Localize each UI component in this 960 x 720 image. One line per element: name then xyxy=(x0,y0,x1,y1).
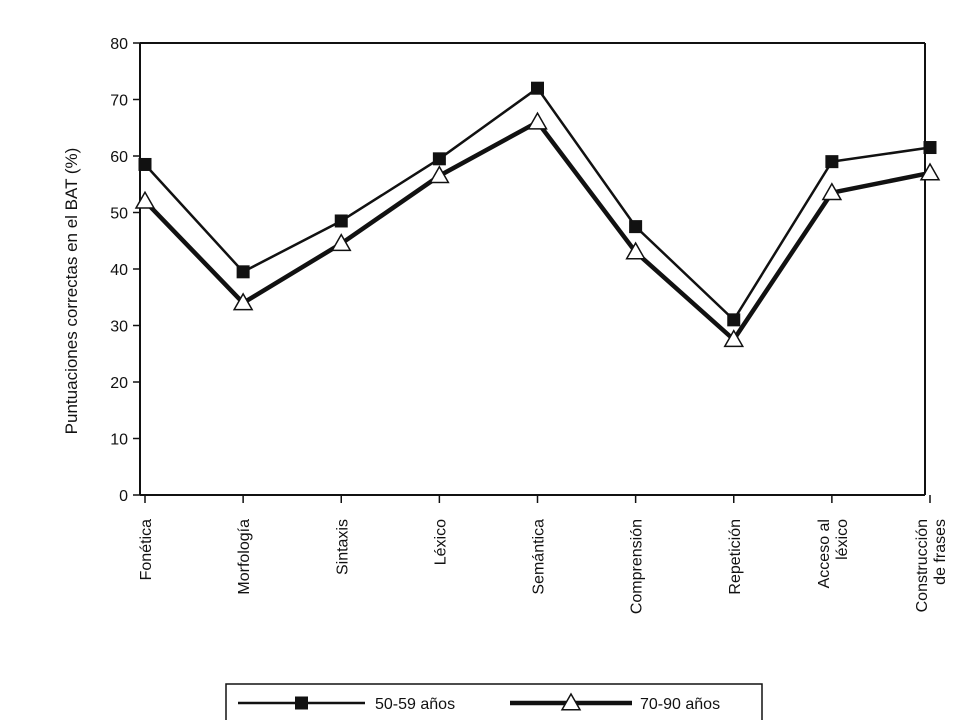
data-point-triangle xyxy=(527,111,548,130)
y-tick-label: 40 xyxy=(110,262,128,279)
data-point-triangle xyxy=(232,292,254,311)
data-point-square xyxy=(923,141,937,155)
data-point-triangle xyxy=(919,162,941,181)
y-tick-label: 60 xyxy=(110,149,128,166)
legend: 50-59 años 70-90 años xyxy=(225,683,763,720)
x-category-label: Repetición xyxy=(727,519,744,595)
data-point-square xyxy=(334,214,348,228)
data-point-triangle xyxy=(821,182,843,201)
data-point-square xyxy=(138,157,152,171)
data-point-square xyxy=(727,313,741,327)
axes xyxy=(139,42,926,496)
series-line xyxy=(143,119,931,342)
data-point-square xyxy=(531,81,544,95)
y-tick-label: 0 xyxy=(119,488,128,505)
legend-item-2: 70-90 años xyxy=(510,692,720,713)
data-point-triangle xyxy=(330,233,352,252)
y-tick-label: 70 xyxy=(110,93,128,110)
data-point-square xyxy=(236,265,250,279)
series-1 xyxy=(138,81,937,327)
x-category-label: Acceso al xyxy=(816,519,833,588)
data-point-triangle xyxy=(625,241,646,260)
data-point-square xyxy=(629,220,643,234)
data-point-triangle xyxy=(560,692,582,711)
x-category-label: Semántica xyxy=(531,519,548,595)
legend-item-1: 50-59 años xyxy=(238,696,455,713)
data-point-square xyxy=(432,152,446,166)
x-category-label: de frases xyxy=(932,519,949,585)
y-tick-label: 50 xyxy=(110,206,128,223)
data-point-square xyxy=(825,155,839,169)
x-category-label: léxico xyxy=(834,519,851,560)
data-point-triangle xyxy=(134,190,156,209)
series-2 xyxy=(134,111,941,348)
x-category-label: Comprensión xyxy=(629,519,646,614)
series-group xyxy=(134,81,941,348)
y-tick-label: 30 xyxy=(110,319,128,336)
x-category-label: Léxico xyxy=(432,519,449,565)
x-category-label: Sintaxis xyxy=(334,519,351,575)
data-point-triangle xyxy=(429,165,450,184)
legend-label: 70-90 años xyxy=(640,696,720,713)
y-ticks: 0 10 20 30 40 50 60 70 80 xyxy=(110,36,140,505)
x-category-label: Morfología xyxy=(236,519,253,595)
y-tick-label: 80 xyxy=(110,36,128,53)
data-point-square xyxy=(295,696,308,710)
y-tick-label: 10 xyxy=(110,432,128,449)
y-tick-label: 20 xyxy=(110,375,128,392)
data-point-triangle xyxy=(723,329,745,348)
x-category-labels: Fonética Morfología Sintaxis Léxico Semántic… xyxy=(138,495,949,614)
legend-label: 50-59 años xyxy=(375,696,455,713)
x-category-label: Fonética xyxy=(138,519,155,580)
x-category-label: Construcción xyxy=(914,519,931,612)
y-axis-title: Puntuaciones correctas en el BAT (%) xyxy=(62,148,81,435)
